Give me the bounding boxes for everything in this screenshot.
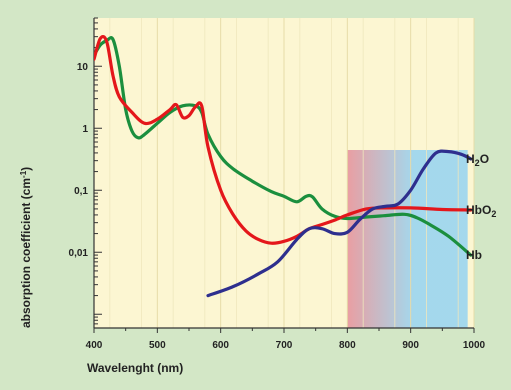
x-tick-label: 500 [149,340,166,351]
series-label-base: HbO [466,203,491,217]
x-tick-label: 800 [339,340,356,351]
series-label-sub: 2 [475,158,480,168]
x-tick-label: 600 [212,340,229,351]
y-tick-label: 0,1 [74,186,88,197]
x-axis-title: Wavelenght (nm) [87,361,183,375]
x-tick-label: 1000 [463,340,486,351]
series-label-h2o: H2O [466,152,489,168]
y-tick-label: 1 [82,124,88,135]
series-label-sub: 2 [491,209,496,219]
series-label-hb: Hb [466,248,482,262]
nir-window-band [347,150,468,328]
series-label-tail: O [480,152,489,166]
series-label-base: H [466,152,475,166]
series-line-hbo2 [94,34,473,245]
series-label-hbo2: HbO2 [466,203,496,219]
y-tick-label: 10 [77,62,89,73]
x-tick-label: 700 [276,340,293,351]
series-line-h2o [206,149,473,298]
series-line-hb [94,36,473,257]
y-axis-title-sup: -1 [19,170,28,178]
y-axis-title-close: ) [19,167,33,171]
y-tick-label: 0,01 [69,248,89,259]
x-tick-label: 400 [86,340,103,351]
y-axis-title-main: absorption coefficient (cm [19,178,33,328]
y-axis-title: absorption coefficient (cm-1) [19,167,33,328]
series-label-base: Hb [466,248,482,262]
x-tick-label: 900 [402,340,419,351]
